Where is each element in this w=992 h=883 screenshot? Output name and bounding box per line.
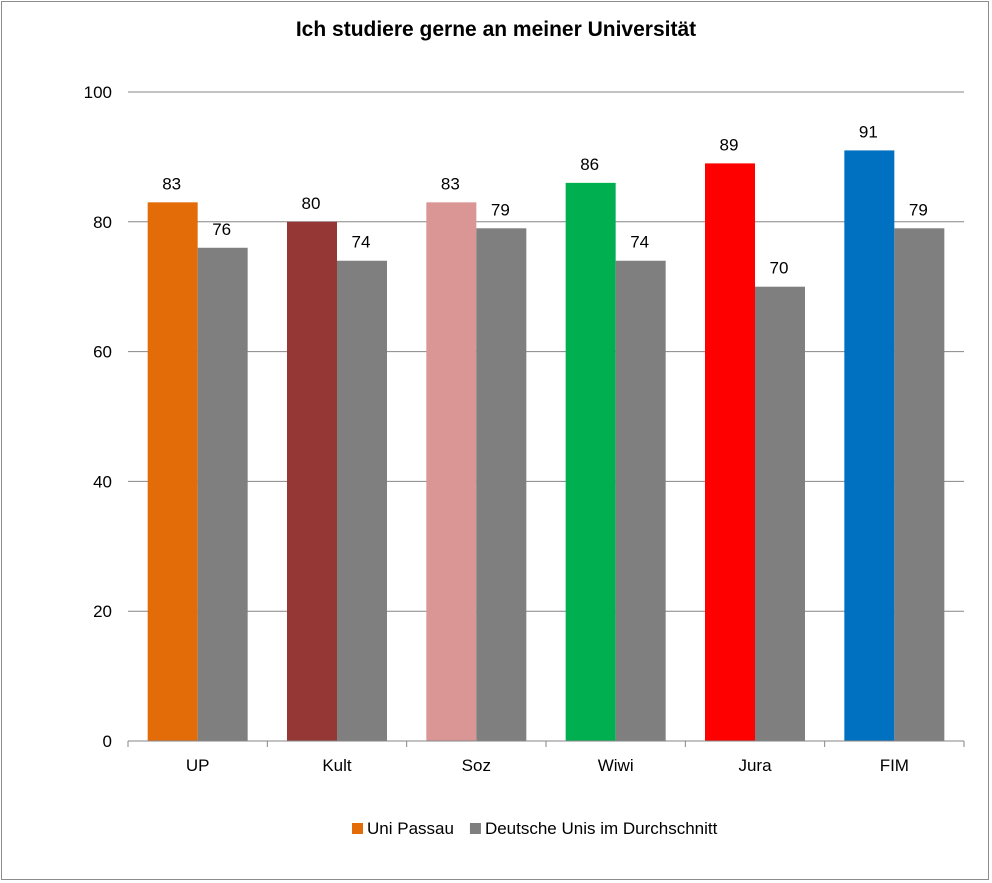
x-tick-label: Kult xyxy=(322,756,352,775)
y-tick-label: 60 xyxy=(93,343,112,362)
x-axis-tick-labels: UP Kult Soz Wiwi Jura FIM xyxy=(186,756,909,775)
bar-deutsche-unis-kult xyxy=(337,260,387,741)
bar-deutsche-unis-wiwi xyxy=(615,260,666,741)
data-label: 74 xyxy=(352,233,371,252)
legend: Uni Passau Deutsche Unis im Durchschnitt xyxy=(352,819,718,838)
bar-uni-passau-soz xyxy=(426,202,477,741)
bar-uni-passau-jura xyxy=(705,163,755,741)
data-label: 83 xyxy=(162,174,181,193)
bars xyxy=(147,150,945,742)
chart-title: Ich studiere gerne an meiner Universität xyxy=(296,18,696,41)
bar-uni-passau-wiwi xyxy=(565,182,616,742)
legend-swatch xyxy=(352,823,363,834)
x-tick-label: Wiwi xyxy=(598,756,634,775)
bar-deutsche-unis-up xyxy=(197,247,248,741)
x-tick-label: UP xyxy=(186,756,210,775)
y-tick-label: 40 xyxy=(93,472,112,491)
y-tick-label: 20 xyxy=(93,602,112,621)
bar-deutsche-unis-fim xyxy=(894,228,945,742)
y-axis-tick-labels: 0 20 40 60 80 100 xyxy=(84,83,112,751)
legend-label: Uni Passau xyxy=(367,819,454,838)
data-label: 83 xyxy=(441,174,460,193)
legend-swatch xyxy=(469,823,481,834)
legend-label: Deutsche Unis im Durchschnitt xyxy=(485,819,718,838)
bar-uni-passau-up xyxy=(147,202,198,741)
x-tick-label: Soz xyxy=(462,756,491,775)
x-tick-label: Jura xyxy=(738,756,772,775)
data-label: 76 xyxy=(212,220,231,239)
y-tick-label: 80 xyxy=(93,213,112,232)
x-tick-label: FIM xyxy=(880,756,909,775)
bar-deutsche-unis-jura xyxy=(755,286,805,741)
bar-deutsche-unis-soz xyxy=(476,228,527,742)
y-tick-label: 100 xyxy=(84,83,112,102)
data-label: 79 xyxy=(909,200,928,219)
gridlines xyxy=(128,91,964,612)
data-label: 86 xyxy=(580,155,599,174)
data-label: 74 xyxy=(630,233,649,252)
y-tick-label: 0 xyxy=(103,732,112,751)
data-label: 91 xyxy=(859,122,878,141)
bar-uni-passau-kult xyxy=(287,221,337,742)
x-axis xyxy=(127,740,965,747)
bar-uni-passau-fim xyxy=(844,150,895,741)
data-labels: 83 76 80 74 83 79 86 74 89 70 91 79 xyxy=(162,122,928,277)
data-label: 89 xyxy=(720,135,739,154)
data-label: 79 xyxy=(491,200,510,219)
data-label: 80 xyxy=(302,194,321,213)
data-label: 70 xyxy=(770,259,789,278)
